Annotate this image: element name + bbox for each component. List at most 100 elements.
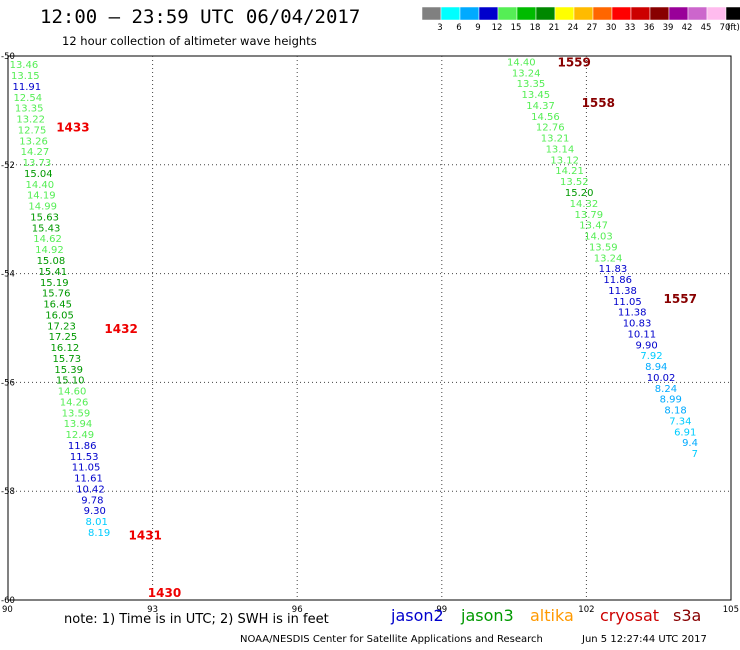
time-label: 1557 — [664, 292, 697, 306]
swh-value: 14.21 — [555, 166, 584, 177]
swh-value: 16.12 — [51, 343, 80, 354]
legend-swatch — [592, 6, 613, 21]
legend-tick-label: 3 — [437, 23, 442, 33]
swh-value: 14.60 — [58, 387, 87, 398]
swh-value: 13.15 — [11, 71, 40, 82]
legend-swatch — [725, 6, 740, 21]
legend-swatch — [535, 6, 556, 21]
legend-tick-label: 18 — [530, 23, 541, 33]
swh-value: 14.37 — [526, 101, 555, 112]
time-label: 1432 — [104, 322, 137, 336]
credit-text: NOAA/NESDIS Center for Satellite Applica… — [240, 634, 543, 645]
swh-value: 11.86 — [68, 441, 97, 452]
x-tick-label: 90 — [2, 605, 13, 615]
legend-tick-label: 30 — [606, 23, 617, 33]
swh-value: 8.24 — [655, 384, 677, 395]
y-tick-label: -50 — [1, 52, 15, 62]
swh-value: 12.49 — [65, 430, 94, 441]
grid-lines — [8, 56, 731, 600]
swh-value: 13.45 — [521, 90, 550, 101]
swh-value: 7.92 — [640, 351, 662, 362]
swh-value: 11.38 — [608, 286, 637, 297]
sat-cryosat: cryosat — [600, 606, 660, 625]
plot-border — [7, 55, 732, 601]
swh-value: 15.76 — [42, 289, 71, 300]
swh-value: 13.22 — [16, 115, 45, 126]
swh-value: 10.11 — [628, 329, 657, 340]
y-tick-label: -52 — [1, 161, 15, 171]
swh-value: 11.86 — [603, 275, 632, 286]
x-tick-label: 102 — [578, 605, 594, 615]
legend-swatch — [687, 6, 708, 21]
color-legend: 3 6 9 12 15 18 21 24 27 30 33 36 39 42 45 70(ft) — [421, 6, 740, 33]
generated-timestamp: Jun 5 12:27:44 UTC 2017 — [582, 634, 707, 645]
sat-jason2: jason2 — [391, 606, 444, 625]
page-title: 12:00 — 23:59 UTC 06/04/2017 — [40, 6, 361, 28]
time-label: 1430 — [148, 586, 181, 600]
legend-tick-label: 27 — [587, 23, 598, 33]
legend-tick-label: 42 — [682, 23, 693, 33]
swh-value: 8.19 — [88, 528, 110, 539]
swh-value: 14.62 — [33, 234, 62, 245]
time-label: 1433 — [56, 121, 89, 135]
swh-value: 11.83 — [599, 264, 628, 275]
swh-value: 13.79 — [574, 210, 603, 221]
swh-value: 14.56 — [531, 112, 560, 123]
swh-value: 6.91 — [674, 427, 696, 438]
legend-swatch — [630, 6, 651, 21]
legend-tick-label: 33 — [625, 23, 636, 33]
legend-swatch — [478, 6, 499, 21]
swh-value: 14.40 — [25, 180, 54, 191]
legend-tick-label: 12 — [492, 23, 503, 33]
swh-value: 10.83 — [623, 319, 652, 330]
swh-value: 9.78 — [81, 495, 103, 506]
swh-value: 13.46 — [10, 60, 39, 71]
legend-swatch — [611, 6, 632, 21]
swh-value: 9.90 — [636, 340, 658, 351]
swh-value: 13.73 — [23, 158, 52, 169]
swh-value: 7 — [692, 449, 698, 460]
plot-frame — [7, 55, 732, 601]
note-text: note: 1) Time is in UTC; 2) SWH is in fe… — [64, 612, 329, 627]
swh-value: 16.05 — [45, 310, 74, 321]
sat-s3a: s3a — [673, 606, 702, 625]
swh-value: 13.59 — [589, 242, 618, 253]
swh-value: 8.99 — [660, 395, 682, 406]
swh-value: 14.19 — [27, 191, 56, 202]
swh-value: 8.01 — [86, 517, 108, 528]
swh-value: 15.73 — [52, 354, 81, 365]
legend-swatch — [649, 6, 670, 21]
swh-value: 11.53 — [70, 452, 99, 463]
time-label: 1431 — [129, 529, 162, 543]
swh-value: 15.39 — [54, 365, 83, 376]
swh-value: 10.42 — [76, 484, 105, 495]
swh-value: 15.41 — [39, 267, 68, 278]
swh-value: 9.30 — [84, 506, 106, 517]
swh-value: 9.4 — [682, 438, 698, 449]
swh-value: 13.94 — [64, 419, 93, 430]
swh-value: 15.63 — [30, 212, 59, 223]
legend-tick-label: 36 — [644, 23, 655, 33]
swh-value: 7.34 — [669, 416, 691, 427]
x-tick-label: 93 — [147, 605, 158, 615]
legend-swatch — [459, 6, 480, 21]
legend-tick-label: 70 — [720, 23, 731, 33]
swh-value: 8.94 — [645, 362, 667, 373]
legend-swatch — [573, 6, 594, 21]
swh-value: 14.03 — [584, 232, 613, 243]
legend-tick-label: 39 — [663, 23, 674, 33]
legend-swatch — [668, 6, 689, 21]
time-label: 1559 — [557, 55, 590, 69]
y-tick-label: -58 — [1, 487, 15, 497]
swh-value: 13.24 — [594, 253, 623, 264]
swh-labels: 13.4613.1511.9112.5413.3513.2212.7513.26… — [10, 57, 698, 539]
legend-tick-label: 21 — [549, 23, 560, 33]
legend-tick-label: 6 — [456, 23, 461, 33]
swh-value: 16.45 — [43, 300, 72, 311]
legend-unit-label: (ft) — [727, 23, 740, 33]
swh-value: 12.76 — [536, 123, 565, 134]
swh-value: 12.75 — [18, 125, 47, 136]
swh-value: 15.19 — [40, 278, 69, 289]
